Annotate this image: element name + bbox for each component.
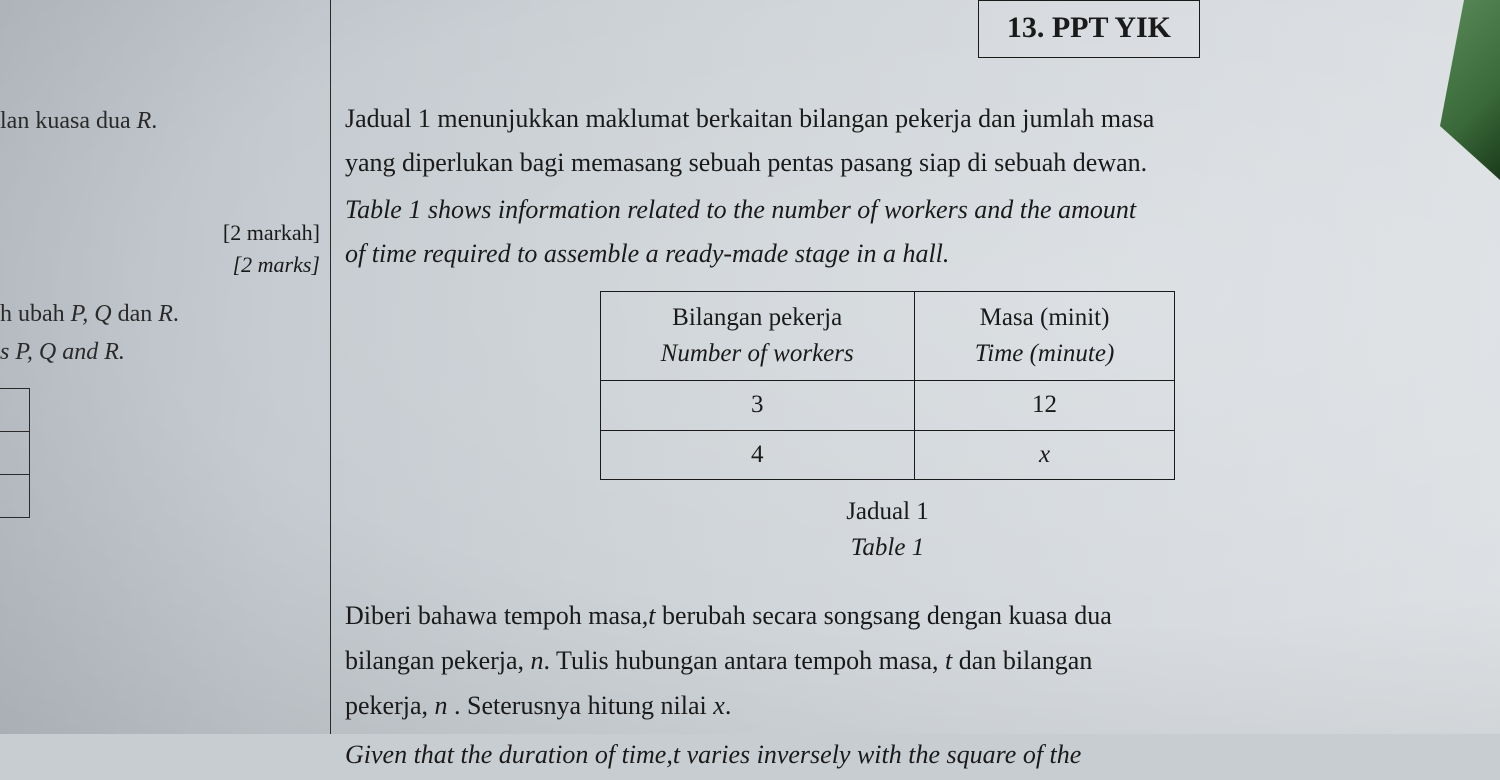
text: s: [0, 339, 15, 365]
p2-line2: bilangan pekerja, n. Tulis hubungan anta…: [345, 641, 1430, 680]
table-caption: Jadual 1 Table 1: [345, 494, 1430, 567]
header-ms: Masa (minit): [980, 304, 1110, 331]
caption-en: Table 1: [345, 530, 1430, 566]
text: Diberi bahawa tempoh masa,: [345, 601, 648, 630]
text: dan: [112, 301, 159, 327]
text: lan kuasa dua: [0, 108, 137, 134]
table-row: 3 12: [600, 381, 1175, 430]
header-ms: Bilangan pekerja: [672, 304, 842, 331]
marks-en: [2 marks]: [223, 252, 320, 278]
var-r: R: [158, 301, 173, 327]
cell-time: 12: [914, 381, 1175, 430]
text: berubah secara songsang dengan kuasa dua: [655, 601, 1111, 630]
body-text: Jadual 1 menunjukkan maklumat berkaitan …: [345, 100, 1430, 780]
text: .: [173, 301, 179, 327]
p2-line1: Diberi bahawa tempoh masa,t berubah seca…: [345, 596, 1430, 635]
marks-ms: [2 markah]: [223, 220, 320, 246]
table-row: [0, 432, 29, 475]
main-content: 13. PPT YIK Jadual 1 menunjukkan makluma…: [345, 0, 1430, 734]
table-header-row: Bilangan pekerja Number of workers Masa …: [600, 291, 1175, 381]
cell-workers: 3: [600, 381, 914, 430]
text: .: [119, 339, 125, 365]
question-title: 13. PPT YIK: [1007, 11, 1171, 44]
col-header-time: Masa (minit) Time (minute): [914, 291, 1175, 381]
text: dan bilangan: [952, 646, 1092, 675]
vars-pq: P, Q: [71, 301, 112, 327]
header-en: Number of workers: [661, 336, 854, 372]
cell-workers: 4: [600, 430, 914, 479]
paragraph-en-line2: of time required to assemble a ready-mad…: [345, 235, 1430, 273]
marks-block: [2 markah] [2 marks]: [223, 220, 320, 284]
margin-fragment-1: lan kuasa dua R.: [0, 108, 157, 135]
partial-table-fragment: [0, 388, 30, 518]
page: lan kuasa dua R. h ubah P, Q dan R. s P,…: [0, 0, 1500, 734]
text: bilangan pekerja,: [345, 646, 531, 675]
p2-en-line1: Given that the duration of time,t varies…: [345, 735, 1430, 774]
table-row: [0, 389, 29, 432]
paragraph-en-line1: Table 1 shows information related to the…: [345, 191, 1430, 229]
margin-fragment-3: s P, Q and R.: [0, 339, 125, 366]
vars-pqr: P, Q and R: [15, 339, 119, 365]
paragraph-ms-line1: Jadual 1 menunjukkan maklumat berkaitan …: [345, 100, 1430, 138]
page-corner: [1440, 0, 1500, 180]
text: . Tulis hubungan antara tempoh masa,: [544, 646, 946, 675]
var-r: R: [137, 108, 152, 134]
text: h ubah: [0, 301, 71, 327]
table-row: 4 x: [600, 430, 1175, 479]
left-margin: lan kuasa dua R. h ubah P, Q dan R. s P,…: [0, 0, 330, 734]
col-header-workers: Bilangan pekerja Number of workers: [600, 291, 914, 381]
paragraph-ms-line2: yang diperlukan bagi memasang sebuah pen…: [345, 144, 1430, 182]
var-x: x: [713, 691, 725, 720]
p2-line3: pekerja, n . Seterusnya hitung nilai x.: [345, 686, 1430, 725]
var-n: n: [531, 646, 544, 675]
var-n: n: [435, 691, 448, 720]
header-en: Time (minute): [975, 336, 1115, 372]
margin-fragment-2: h ubah P, Q dan R.: [0, 301, 179, 328]
data-table: Bilangan pekerja Number of workers Masa …: [600, 291, 1176, 480]
cell-time: x: [914, 430, 1175, 479]
text: pekerja,: [345, 691, 435, 720]
text: .: [725, 691, 732, 720]
paragraph-2: Diberi bahawa tempoh masa,t berubah seca…: [345, 596, 1430, 774]
table-row: [0, 475, 29, 518]
column-divider: [330, 0, 331, 734]
question-title-box: 13. PPT YIK: [978, 0, 1200, 58]
text: . Seterusnya hitung nilai: [448, 691, 714, 720]
caption-ms: Jadual 1: [846, 498, 929, 525]
text: .: [151, 108, 157, 134]
